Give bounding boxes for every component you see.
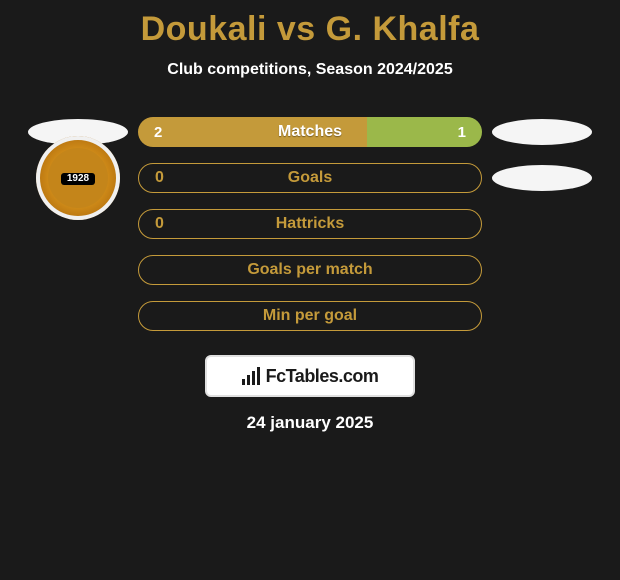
player-avatar-placeholder bbox=[492, 119, 592, 145]
bar-label: Goals per match bbox=[247, 261, 372, 279]
club-badge-year: 1928 bbox=[61, 173, 95, 185]
bar-label: Matches bbox=[278, 123, 342, 141]
comparison-bar-empty: Min per goal bbox=[138, 301, 482, 331]
club-badge-inner: 1928 bbox=[48, 148, 108, 208]
brand-text: FcTables.com bbox=[266, 366, 379, 387]
player-avatar-placeholder bbox=[492, 165, 592, 191]
stats-root: 21Matches19280Goals0HattricksGoals per m… bbox=[0, 109, 620, 339]
stat-row: Min per goal bbox=[0, 293, 620, 339]
brand-logo[interactable]: FcTables.com bbox=[205, 355, 415, 397]
left-side-col: 1928 bbox=[18, 136, 138, 220]
stat-row: 1928 0 Goals bbox=[0, 155, 620, 201]
bar-label: Hattricks bbox=[276, 215, 344, 233]
date-text: 24 january 2025 bbox=[0, 413, 620, 433]
stat-row: Goals per match bbox=[0, 247, 620, 293]
page-title: Doukali vs G. Khalfa bbox=[0, 10, 620, 49]
comparison-bar-empty: Goals per match bbox=[138, 255, 482, 285]
comparison-bar-empty: 0 Hattricks bbox=[138, 209, 482, 239]
comparison-bar-empty: 0 Goals bbox=[138, 163, 482, 193]
stat-left-value: 0 bbox=[155, 169, 164, 187]
comparison-bar: 21Matches bbox=[138, 117, 482, 147]
bar-label: Min per goal bbox=[263, 307, 357, 325]
club-badge: 1928 bbox=[36, 136, 120, 220]
page-subtitle: Club competitions, Season 2024/2025 bbox=[0, 61, 620, 79]
bar-chart-icon bbox=[242, 367, 260, 385]
bar-label: Goals bbox=[288, 169, 332, 187]
right-side-col bbox=[482, 165, 602, 191]
bar-right-segment: 1 bbox=[367, 117, 482, 147]
right-side-col bbox=[482, 119, 602, 145]
container: Doukali vs G. Khalfa Club competitions, … bbox=[0, 0, 620, 443]
stat-left-value: 0 bbox=[155, 215, 164, 233]
